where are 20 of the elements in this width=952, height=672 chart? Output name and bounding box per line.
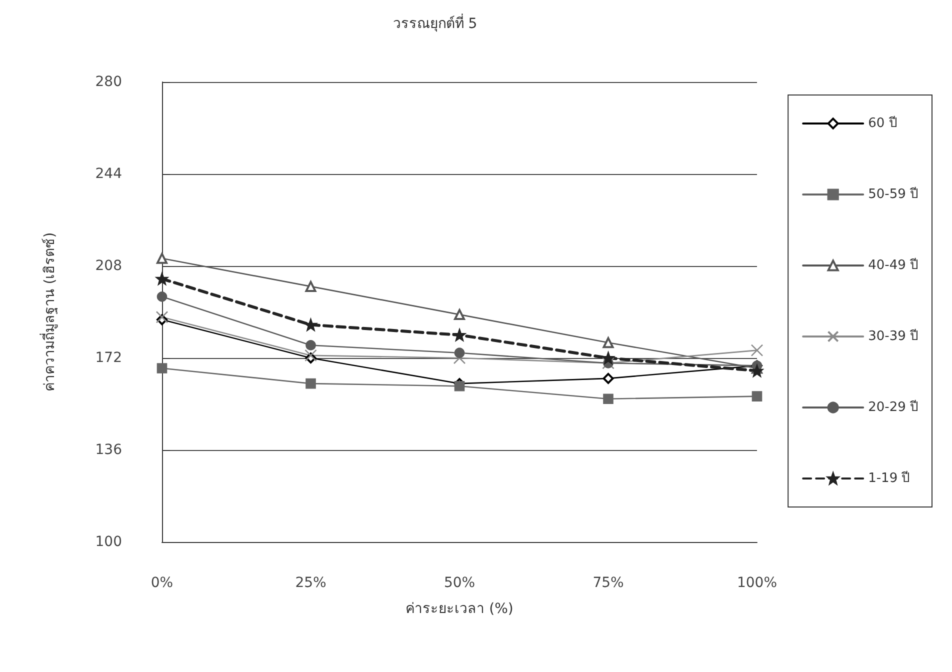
y-axis-title: ค่าความถี่มูลฐาน (เฮิรตซ์): [40, 232, 58, 392]
legend-label: 50-59 ปี: [868, 186, 918, 202]
x-tick-label: 75%: [592, 575, 624, 591]
legend-label: 30-39 ปี: [868, 328, 918, 344]
x-tick-label: 100%: [736, 575, 778, 591]
chart-title: วรรณยุกต์ที่ 5: [392, 14, 478, 32]
y-tick-label: 280: [95, 74, 122, 90]
legend-label: 1-19 ปี: [868, 470, 910, 486]
y-tick-label: 244: [95, 166, 122, 182]
x-tick-label: 25%: [295, 575, 326, 591]
legend-label: 20-29 ปี: [868, 399, 918, 415]
y-tick-label: 172: [95, 350, 122, 366]
x-axis-title: ค่าระยะเวลา (%): [406, 601, 514, 617]
legend-label: 60 ปี: [868, 115, 897, 131]
x-tick-label: 50%: [444, 575, 476, 591]
y-tick-label: 208: [95, 258, 122, 274]
y-tick-label: 136: [95, 442, 122, 458]
legend-label: 40-49 ปี: [868, 257, 918, 273]
y-tick-label: 100: [95, 534, 122, 550]
x-tick-label: 0%: [150, 575, 174, 591]
